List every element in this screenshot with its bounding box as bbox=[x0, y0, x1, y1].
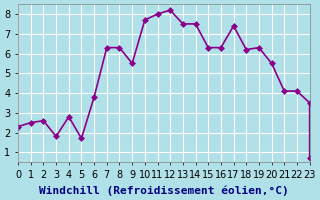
X-axis label: Windchill (Refroidissement éolien,°C): Windchill (Refroidissement éolien,°C) bbox=[39, 185, 289, 196]
